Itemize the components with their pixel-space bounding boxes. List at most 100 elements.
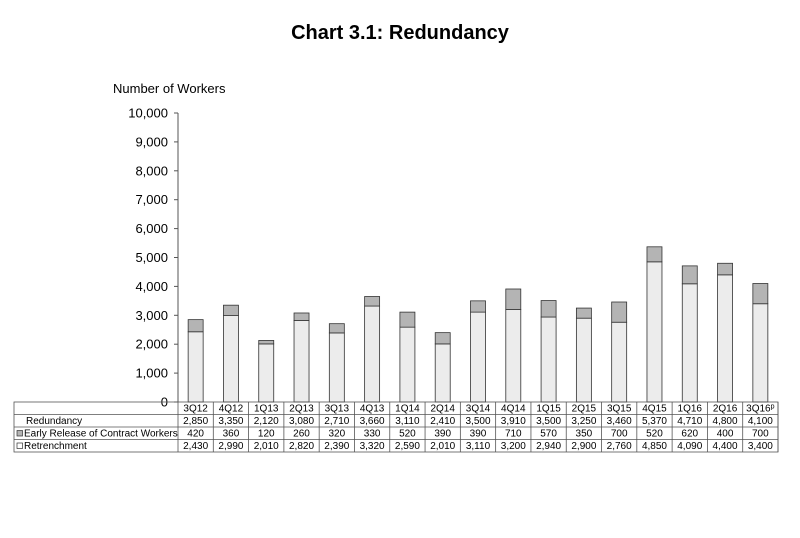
table-cell: 260 [293,429,310,440]
table-cell: 390 [470,429,487,440]
table-cell: 2,590 [395,441,420,452]
bar-segment-early-release [717,262,733,276]
bar-segment-retrenchment [752,303,769,403]
x-tick-label: 1Q13 [254,404,279,415]
x-tick-label: 3Q14 [466,404,491,415]
y-tick-label: 6,000 [135,221,168,236]
x-tick-label: 1Q15 [536,404,561,415]
bar-segment-retrenchment [717,274,733,403]
table-cell: 2,990 [218,441,243,452]
x-tick-label: 4Q15 [642,404,667,415]
table-cell: 3,110 [395,416,420,427]
bar-segment-early-release [293,312,310,321]
x-tick-label: 1Q14 [395,404,420,415]
bar-segment-early-release [399,311,416,328]
y-tick-label: 10,000 [128,106,168,121]
table-cell: 3,400 [748,441,773,452]
table-cell: 360 [223,429,240,440]
table-cell: 3,250 [571,416,596,427]
bar-segment-retrenchment [328,332,345,403]
table-row-label: Early Release of Contract Workers [24,429,178,440]
table-cell: 710 [505,429,522,440]
bar-segment-early-release [223,304,239,316]
table-cell: 3,080 [289,416,314,427]
bar-segment-early-release [575,307,592,319]
table-cell: 120 [258,429,275,440]
bar-segment-retrenchment [505,309,522,403]
table-cell: 3,500 [536,416,561,427]
x-tick-label: 3Q12 [183,404,208,415]
bar-segment-retrenchment [293,320,310,403]
bar-segment-early-release [470,300,486,313]
table-cell: 320 [328,429,345,440]
x-tick-superscript: p [771,404,775,411]
x-tick-label: 2Q16 [713,404,738,415]
x-tick-label: 4Q13 [360,404,385,415]
table-cell: 2,760 [607,441,632,452]
x-tick-label: 4Q14 [501,404,526,415]
x-tick-label: 1Q16 [678,404,703,415]
x-tick-label: 2Q14 [430,404,455,415]
y-tick-label: 9,000 [135,134,168,149]
table-cell: 700 [752,429,769,440]
table-cell: 2,010 [254,441,279,452]
bar-segment-retrenchment [681,283,698,403]
table-cell: 5,370 [642,416,667,427]
bar-segment-early-release [611,301,628,323]
bar-segment-early-release [540,300,557,318]
table-cell: 2,900 [571,441,596,452]
legend-swatch-early-release [16,430,23,437]
table-cell: 3,500 [465,416,490,427]
table-cell: 390 [434,429,451,440]
bar-segment-early-release [646,246,663,263]
bar-segment-early-release [505,288,522,310]
table-cell: 570 [540,429,557,440]
y-axis-title: Number of Workers [113,81,226,96]
y-tick-label: 1,000 [135,366,168,381]
bar-segment-retrenchment [575,317,592,403]
table-cell: 4,850 [642,441,667,452]
y-tick-label: 8,000 [135,163,168,178]
table-row-label: Redundancy [26,416,82,427]
y-tick-label: 2,000 [135,337,168,352]
bar-segment-retrenchment [187,331,204,403]
bar-segment-retrenchment [399,326,416,403]
table-cell: 420 [187,429,204,440]
table-cell: 2,410 [430,416,455,427]
y-tick-label: 7,000 [135,192,168,207]
y-axis: 01,0002,0003,0004,0005,0006,0007,0008,00… [128,106,179,410]
table-cell: 3,110 [466,441,491,452]
table-cell: 4,710 [677,416,702,427]
table-cell: 3,320 [360,441,385,452]
table-cell: 3,350 [218,416,243,427]
table-cell: 400 [717,429,734,440]
y-tick-label: 3,000 [135,308,168,323]
table-cell: 520 [399,429,416,440]
table-cell: 620 [681,429,698,440]
table-cell: 2,940 [536,441,561,452]
x-tick-label: 3Q13 [325,404,350,415]
table-row-label: Retrenchment [24,441,87,452]
x-tick-label: 3Q16p [746,404,774,415]
bar-segment-retrenchment [364,305,381,403]
table-cell: 700 [611,429,628,440]
bar-segment-early-release [681,265,698,285]
table-cell: 520 [646,429,663,440]
table-cell: 2,850 [183,416,208,427]
table-cell: 2,710 [324,416,349,427]
table-cell: 3,910 [501,416,526,427]
table-cell: 350 [576,429,593,440]
table-cell: 2,010 [430,441,455,452]
bar-segment-retrenchment [223,315,239,403]
bar-segment-retrenchment [540,316,557,403]
x-tick-label: 4Q12 [219,404,244,415]
chart-title: Chart 3.1: Redundancy [291,22,509,44]
y-tick-label: 4,000 [135,279,168,294]
y-tick-label: 5,000 [135,250,168,265]
table-cell: 2,430 [183,441,208,452]
table-cell: 2,820 [289,441,314,452]
legend-swatch-retrenchment [16,442,23,449]
table-cell: 4,800 [713,416,738,427]
table-cell: 3,660 [360,416,385,427]
